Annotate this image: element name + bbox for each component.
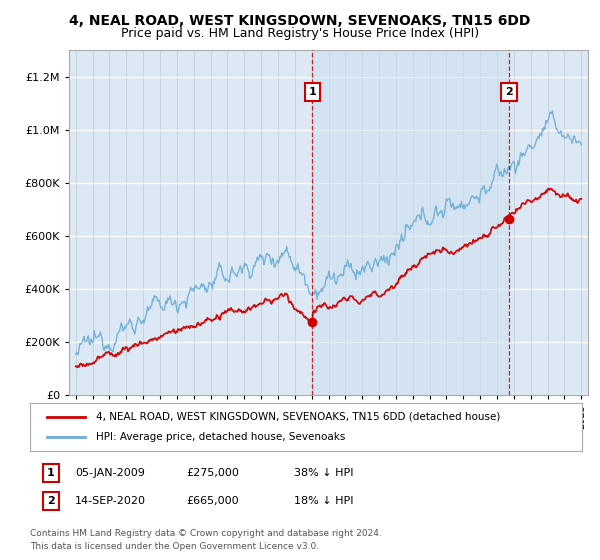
Text: 4, NEAL ROAD, WEST KINGSDOWN, SEVENOAKS, TN15 6DD: 4, NEAL ROAD, WEST KINGSDOWN, SEVENOAKS,… bbox=[70, 14, 530, 28]
Text: HPI: Average price, detached house, Sevenoaks: HPI: Average price, detached house, Seve… bbox=[96, 432, 346, 442]
Text: 18% ↓ HPI: 18% ↓ HPI bbox=[294, 496, 353, 506]
Text: £665,000: £665,000 bbox=[186, 496, 239, 506]
Text: Contains HM Land Registry data © Crown copyright and database right 2024.
This d: Contains HM Land Registry data © Crown c… bbox=[30, 529, 382, 550]
Text: 05-JAN-2009: 05-JAN-2009 bbox=[75, 468, 145, 478]
Text: 4, NEAL ROAD, WEST KINGSDOWN, SEVENOAKS, TN15 6DD (detached house): 4, NEAL ROAD, WEST KINGSDOWN, SEVENOAKS,… bbox=[96, 412, 500, 422]
Text: Price paid vs. HM Land Registry's House Price Index (HPI): Price paid vs. HM Land Registry's House … bbox=[121, 27, 479, 40]
Text: £275,000: £275,000 bbox=[186, 468, 239, 478]
Text: 2: 2 bbox=[505, 87, 513, 97]
Bar bbox=[313, 50, 509, 395]
Text: 1: 1 bbox=[47, 468, 55, 478]
Text: 38% ↓ HPI: 38% ↓ HPI bbox=[294, 468, 353, 478]
Text: 1: 1 bbox=[308, 87, 316, 97]
Text: 14-SEP-2020: 14-SEP-2020 bbox=[75, 496, 146, 506]
Text: 2: 2 bbox=[47, 496, 55, 506]
